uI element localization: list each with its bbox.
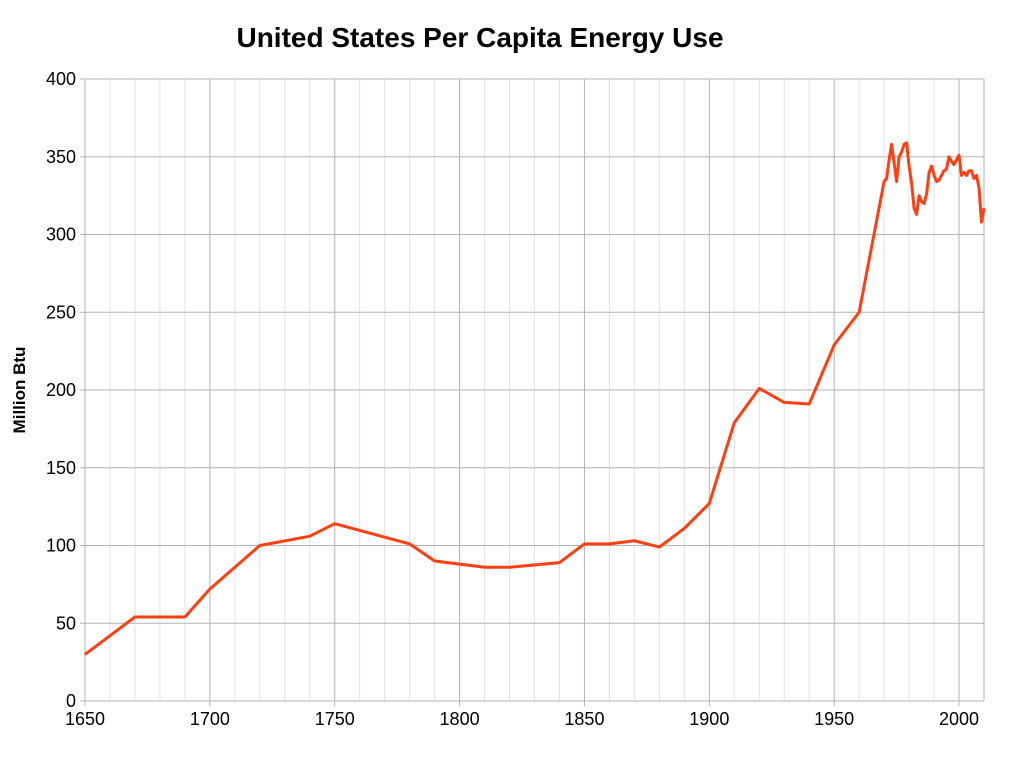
- y-tick-label: 50: [56, 613, 76, 633]
- x-tick-label: 1750: [315, 709, 355, 729]
- y-tick-label: 400: [46, 69, 76, 89]
- series-line: [84, 141, 986, 656]
- y-tick-label: 100: [46, 536, 76, 556]
- y-tick-label: 0: [66, 691, 76, 711]
- y-axis-label: Million Btu: [10, 347, 29, 434]
- x-tick-label: 1700: [190, 709, 230, 729]
- y-tick-label: 150: [46, 458, 76, 478]
- x-tick-label: 1800: [440, 709, 480, 729]
- y-tick-label: 350: [46, 147, 76, 167]
- x-tick-label: 1850: [564, 709, 604, 729]
- series: [84, 141, 986, 656]
- y-tick-label: 200: [46, 380, 76, 400]
- x-tick-label: 2000: [939, 709, 979, 729]
- x-tick-label: 1650: [65, 709, 105, 729]
- axes: 1650 1700 1750 1800 1850 1900 1950 2000 0 50 100 15…: [46, 69, 979, 729]
- x-tick-label: 1900: [689, 709, 729, 729]
- y-tick-label: 250: [46, 302, 76, 322]
- y-tick-label: 300: [46, 225, 76, 245]
- chart-title: United States Per Capita Energy Use: [236, 22, 723, 53]
- x-tick-label: 1950: [814, 709, 854, 729]
- grid: [80, 78, 985, 706]
